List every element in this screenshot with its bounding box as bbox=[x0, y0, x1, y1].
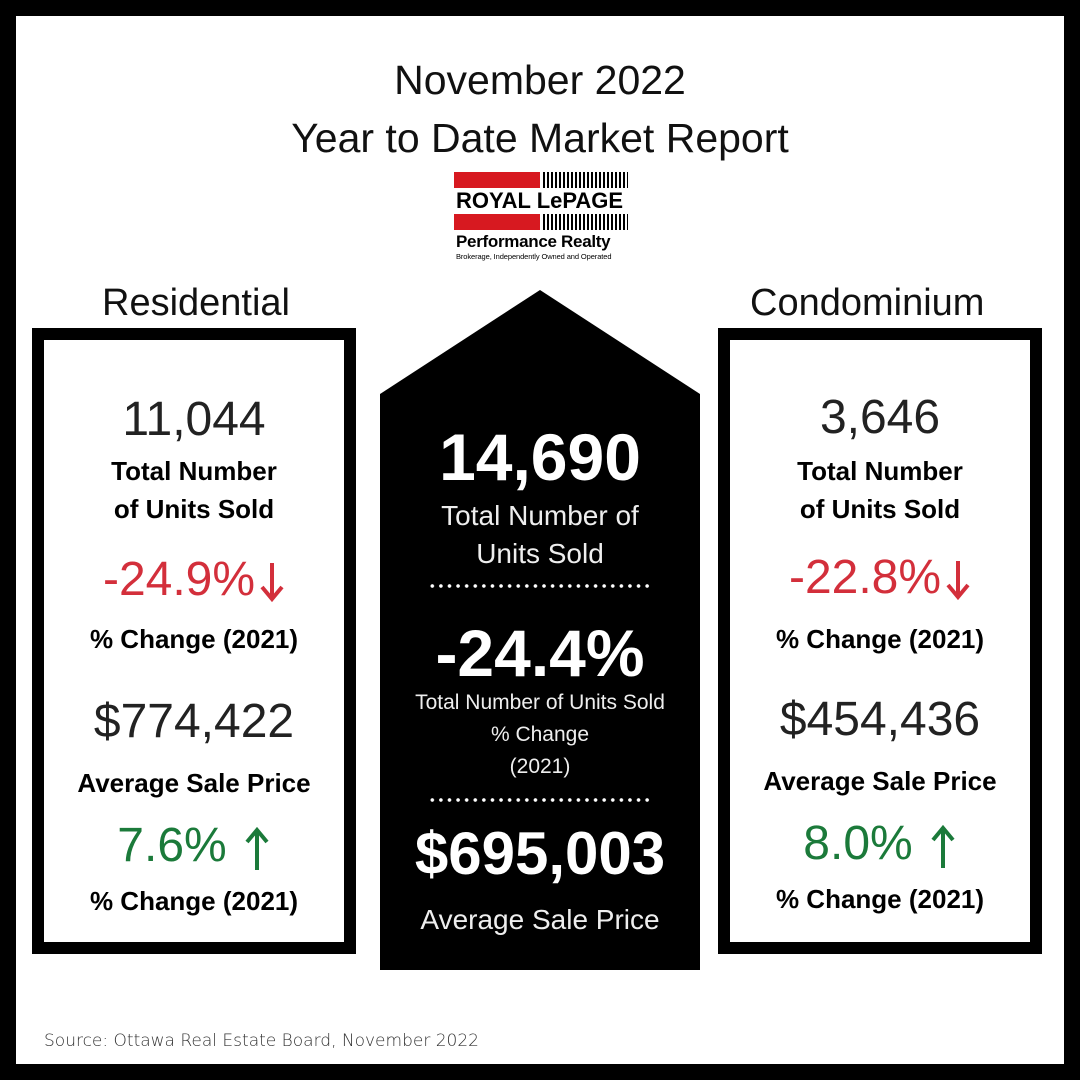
dotted-divider-2 bbox=[428, 798, 652, 802]
condominium-price-change-label: % Change (2021) bbox=[775, 884, 985, 914]
logo-bottom-bar bbox=[454, 214, 628, 230]
condominium-avg-price-label: Average Sale Price bbox=[763, 766, 997, 796]
condominium-avg-price: $454,436 bbox=[779, 693, 981, 746]
condominium-heading: Condominium bbox=[750, 282, 985, 324]
total-units-sold: 14,690 bbox=[439, 420, 641, 494]
arrow-up-icon bbox=[245, 827, 269, 871]
residential-avg-price-label: Average Sale Price bbox=[77, 768, 311, 798]
total-avg-price: $695,003 bbox=[414, 820, 666, 887]
residential-panel: 11,044 Total Number of Units Sold -24.9%… bbox=[32, 328, 356, 954]
condominium-units-change-value: -22.8% bbox=[788, 551, 942, 604]
residential-units-change-label: % Change (2021) bbox=[89, 624, 299, 654]
total-units-label-2: Units Sold bbox=[476, 538, 604, 569]
total-avg-price-label: Average Sale Price bbox=[420, 904, 660, 935]
arrow-down-icon bbox=[946, 561, 970, 601]
logo-tagline: Brokerage, Independently Owned and Opera… bbox=[456, 252, 612, 261]
residential-avg-price: $774,422 bbox=[93, 695, 295, 748]
condominium-panel: 3,646 Total Number of Units Sold -22.8% … bbox=[718, 328, 1042, 954]
condominium-units-change: -22.8% bbox=[730, 554, 1030, 602]
arrow-down-icon bbox=[260, 563, 284, 603]
royal-lepage-logo: ROYAL LePAGE Performance Realty Brokerag… bbox=[454, 172, 628, 262]
arrow-up-icon bbox=[931, 825, 955, 869]
residential-price-change-label: % Change (2021) bbox=[89, 886, 299, 916]
total-change-label-3: (2021) bbox=[509, 755, 571, 778]
source-citation: Source: Ottawa Real Estate Board, Novemb… bbox=[44, 1031, 479, 1051]
residential-units-sold: 11,044 bbox=[122, 393, 266, 446]
condominium-units-change-label: % Change (2021) bbox=[775, 624, 985, 654]
residential-units-label: Total Number bbox=[111, 456, 277, 486]
total-units-change: -24.4% bbox=[435, 616, 645, 690]
dotted-divider bbox=[428, 584, 652, 588]
residential-price-change-value: 7.6% bbox=[117, 819, 227, 872]
condominium-units-label: Total Number bbox=[797, 456, 963, 486]
total-change-label: Total Number of Units Sold bbox=[415, 691, 665, 714]
residential-units-change-value: -24.9% bbox=[102, 553, 256, 606]
condominium-units-sold: 3,646 bbox=[819, 391, 941, 444]
residential-units-change: -24.9% bbox=[44, 556, 344, 604]
logo-top-bar bbox=[454, 172, 628, 188]
condominium-units-label-2: of Units Sold bbox=[799, 494, 961, 524]
condominium-price-change: 8.0% bbox=[730, 820, 1030, 870]
total-market-panel: 14,690 Total Number of Units Sold -24.4%… bbox=[380, 290, 700, 970]
logo-brand-name: ROYAL LePAGE bbox=[456, 188, 624, 213]
residential-heading: Residential bbox=[102, 282, 290, 324]
residential-price-change: 7.6% bbox=[44, 822, 344, 872]
report-title: Year to Date Market Report bbox=[291, 115, 789, 161]
total-change-label-2: % Change bbox=[490, 723, 590, 746]
condominium-price-change-value: 8.0% bbox=[803, 817, 913, 870]
residential-units-label-2: of Units Sold bbox=[113, 494, 275, 524]
logo-office-name: Performance Realty bbox=[456, 232, 611, 251]
report-title-month: November 2022 bbox=[394, 57, 686, 103]
total-units-label: Total Number of bbox=[441, 500, 639, 531]
